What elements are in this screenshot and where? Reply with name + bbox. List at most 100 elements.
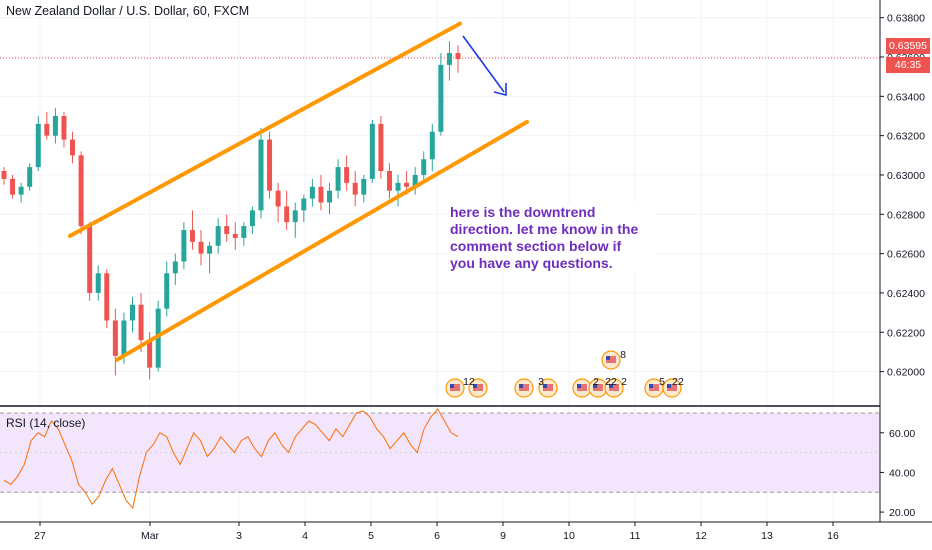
candle (327, 182, 333, 215)
event-flag (606, 356, 616, 363)
note-line: here is the downtrend (450, 204, 596, 220)
note-line: direction. let me know in the (450, 221, 639, 237)
candle (138, 292, 144, 352)
rsi-tick-label: 20.00 (889, 507, 915, 519)
price-tick-label: 0.63800 (887, 13, 925, 25)
candle (198, 230, 204, 266)
candle-body (284, 206, 290, 223)
candle (52, 108, 58, 144)
event-flag-canton (450, 384, 454, 388)
candle (455, 45, 461, 73)
candle-body (35, 123, 41, 168)
event-count-label: 3 (538, 376, 544, 388)
candle (369, 119, 375, 183)
time-tick-label: 9 (500, 530, 506, 542)
event-flag (649, 384, 659, 391)
event-count-label: 5 (659, 376, 665, 388)
annotation-note: here is the downtrend direction. let me … (446, 203, 654, 273)
candle (164, 261, 170, 317)
candle (207, 241, 213, 274)
event-count-label: 2 (621, 376, 627, 388)
price-tick-label: 0.62600 (887, 249, 925, 261)
candle (78, 151, 84, 234)
candle (344, 155, 350, 191)
time-tick-label: 4 (302, 530, 308, 542)
candle-body (87, 226, 93, 293)
event-count-label: 2 (593, 376, 599, 388)
candle (27, 163, 33, 191)
candle (241, 222, 247, 246)
candle (378, 115, 384, 179)
candle (301, 194, 307, 223)
price-tick-label: 0.62000 (887, 367, 925, 379)
candle (386, 163, 392, 199)
event-flag (577, 384, 587, 391)
candle (395, 174, 401, 207)
candle-body (207, 245, 213, 254)
candle-body (386, 171, 392, 191)
candle-body (172, 261, 178, 274)
current-price-tag: 0.63595 (886, 38, 930, 54)
candle-body (455, 53, 461, 59)
time-tick-label: 13 (761, 530, 773, 542)
candle-body (446, 53, 452, 65)
event-marker-icon (572, 378, 592, 398)
candle-body (215, 226, 221, 246)
event-count-label: 22 (672, 376, 684, 388)
event-flag-canton (519, 384, 523, 388)
event-flag-canton (593, 384, 597, 388)
candle-body (198, 241, 204, 254)
price-tick-label: 0.63400 (887, 91, 925, 103)
event-count-label: 12 (463, 376, 475, 388)
candle-body (70, 139, 76, 156)
event-flag-canton (609, 384, 613, 388)
candle-body (412, 174, 418, 187)
event-flag-canton (543, 384, 547, 388)
price-tick-label: 0.62400 (887, 288, 925, 300)
candle (446, 41, 452, 81)
candle (421, 151, 427, 183)
time-tick-label: 5 (368, 530, 374, 542)
candle-body (129, 304, 135, 321)
time-tick-label: 16 (827, 530, 839, 542)
candle-body (52, 115, 58, 136)
candle-body (344, 167, 350, 183)
candle-body (318, 186, 324, 203)
candle-body (429, 131, 435, 160)
candle-body (395, 182, 401, 191)
event-flag (593, 384, 603, 391)
candle-body (147, 340, 153, 368)
event-marker-icon (538, 378, 558, 398)
candle-body (369, 123, 375, 179)
candle (215, 218, 221, 254)
event-marker-icon (514, 378, 534, 398)
downtrend-arrow-head (493, 83, 507, 97)
candle-body (95, 273, 101, 293)
candle-body (292, 210, 298, 223)
event-marker-icon (588, 378, 608, 398)
event-marker-icon (662, 378, 682, 398)
price-tick-label: 0.63000 (887, 170, 925, 182)
event-flag (667, 384, 677, 391)
candle (10, 174, 16, 199)
candle-body (27, 167, 33, 187)
chart-title: New Zealand Dollar / U.S. Dollar, 60, FX… (6, 4, 250, 18)
candle (275, 182, 281, 223)
price-axis-bg (880, 0, 932, 550)
candle (318, 174, 324, 211)
candle-body (44, 123, 50, 136)
time-tick-label: Mar (141, 530, 160, 542)
candle-body (121, 320, 127, 356)
event-marker-icon (604, 378, 624, 398)
candle (361, 174, 367, 203)
candle (309, 178, 315, 207)
channel-upper-line (68, 21, 462, 238)
event-flag-canton (473, 384, 477, 388)
event-flag (609, 384, 619, 391)
time-tick-label: 3 (236, 530, 242, 542)
candle (104, 269, 110, 329)
candle (429, 123, 435, 172)
candle-body (181, 230, 187, 262)
candle-body (224, 226, 230, 234)
